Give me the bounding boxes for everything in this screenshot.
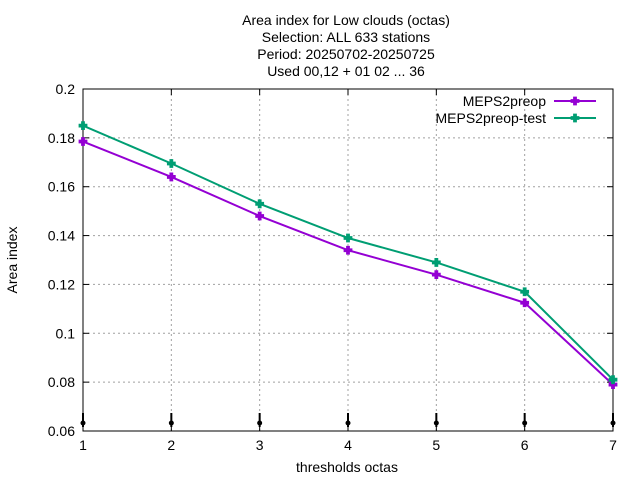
series [78,121,618,389]
bottom-marker-dot [610,420,616,426]
series-0-point [78,137,88,146]
series-0-point [255,211,265,221]
bottom-marker-dot [168,420,174,426]
tick-labels: 0.06 0.08 0.1 0.12 0.14 0.16 0.18 0.2 1 2 3 4 5 6 7 [48,81,617,453]
x-axis-label: thresholds octas [296,459,398,475]
bottom-marker-dot [257,420,263,426]
x-tick-label: 2 [167,437,175,453]
series-1-point [431,258,441,267]
series-1-point [78,121,88,131]
x-tick-label: 3 [256,437,264,453]
series-1-point [166,159,176,168]
grid [83,89,613,431]
series-0-point [343,245,353,255]
series-line-0 [82,140,614,386]
legend-label-1: MEPS2preop-test [436,110,547,126]
series-0-point [431,270,441,280]
bottom-marker-dot [433,420,439,426]
y-tick-label: 0.16 [48,179,75,195]
y-axis-label: Area index [4,227,20,294]
series-0-point [520,298,530,308]
y-tick-label: 0.06 [48,423,75,439]
y-tick-label: 0.18 [48,130,75,146]
y-tick-label: 0.12 [48,276,75,292]
title-line-2: Selection: ALL 633 stations [262,29,430,45]
x-tick-label: 5 [432,437,440,453]
series-1-point [520,287,530,297]
series-0-point [166,172,176,182]
x-tick-label: 7 [609,437,617,453]
title-line-3: Period: 20250702-20250725 [257,46,435,62]
chart-title: Area index for Low clouds (octas) Select… [242,12,450,79]
legend-marker-1 [570,113,580,123]
bottom-markers [80,413,616,427]
x-tick-label: 4 [344,437,352,453]
legend-label-0: MEPS2preop [463,93,546,109]
bottom-marker-dot [345,420,351,426]
y-tick-label: 0.2 [56,81,76,97]
legend-marker-0 [570,96,580,106]
y-tick-label: 0.1 [56,325,76,341]
x-tick-label: 6 [521,437,529,453]
series-1-point [255,199,265,209]
bottom-marker-dot [522,420,528,426]
title-line-1: Area index for Low clouds (octas) [242,12,450,28]
title-line-4: Used 00,12 + 01 02 ... 36 [267,63,425,79]
bottom-marker-dot [80,420,86,426]
x-tick-label: 1 [79,437,87,453]
series-1-point [343,233,353,243]
y-tick-label: 0.14 [48,228,75,244]
series-1-point [608,375,618,385]
y-tick-label: 0.08 [48,374,75,390]
